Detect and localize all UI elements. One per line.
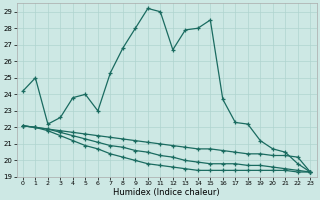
X-axis label: Humidex (Indice chaleur): Humidex (Indice chaleur) [113, 188, 220, 197]
